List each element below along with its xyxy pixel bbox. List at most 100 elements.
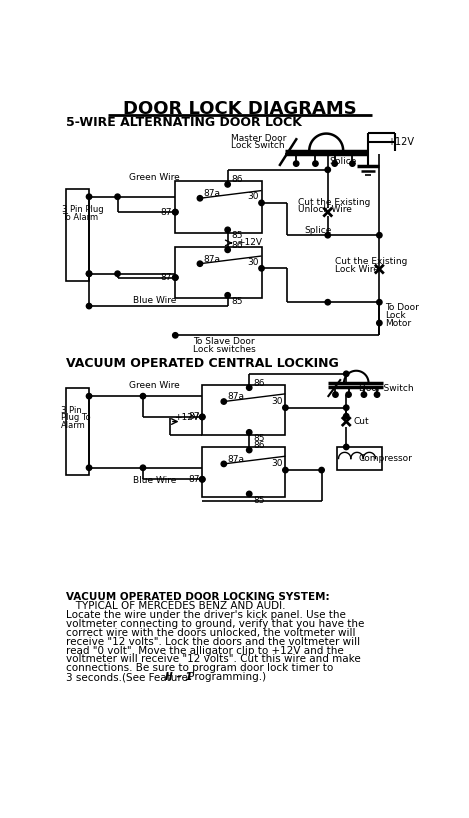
Circle shape (221, 399, 227, 404)
Circle shape (259, 200, 264, 205)
Text: 30: 30 (272, 460, 283, 469)
Circle shape (332, 161, 337, 166)
Circle shape (343, 405, 349, 411)
Circle shape (86, 465, 92, 470)
Text: 85: 85 (232, 231, 243, 240)
Circle shape (197, 196, 203, 201)
Text: Blue Wire: Blue Wire (133, 476, 176, 485)
Circle shape (173, 333, 178, 338)
Circle shape (377, 232, 382, 238)
Text: Master Door: Master Door (231, 133, 286, 142)
Text: 85: 85 (253, 496, 265, 505)
Text: correct wire with the doors unlocked, the voltmeter will: correct wire with the doors unlocked, th… (66, 628, 356, 638)
Circle shape (199, 414, 205, 420)
Text: II – 1: II – 1 (165, 672, 192, 682)
Text: +12V: +12V (237, 238, 262, 247)
Text: Programming.): Programming.) (184, 672, 265, 682)
Text: Cut the Existing: Cut the Existing (298, 198, 371, 207)
Text: Unlock Wire: Unlock Wire (298, 205, 352, 214)
Circle shape (350, 161, 355, 166)
Circle shape (283, 467, 288, 473)
Text: Alarm: Alarm (61, 421, 86, 430)
Circle shape (225, 247, 230, 253)
Circle shape (259, 266, 264, 271)
Circle shape (221, 461, 227, 466)
Circle shape (86, 194, 92, 200)
Circle shape (283, 405, 288, 411)
Circle shape (173, 275, 178, 281)
Text: To Slave Door: To Slave Door (193, 337, 255, 346)
Text: receive "12 volts". Lock the doors and the voltmeter will: receive "12 volts". Lock the doors and t… (66, 636, 360, 647)
Circle shape (140, 465, 146, 470)
Circle shape (247, 492, 252, 497)
Text: Splice: Splice (329, 157, 356, 166)
Text: connections. Be sure to program door lock timer to: connections. Be sure to program door loc… (66, 663, 333, 673)
Circle shape (325, 232, 331, 238)
Text: To Door: To Door (385, 303, 419, 312)
Text: 5-WIRE ALTERNATING DOOR LOCK: 5-WIRE ALTERNATING DOOR LOCK (66, 116, 302, 129)
Circle shape (173, 209, 178, 215)
Text: +12V: +12V (387, 137, 414, 147)
Circle shape (115, 271, 120, 276)
Text: 30: 30 (272, 397, 283, 406)
Circle shape (199, 477, 205, 482)
Circle shape (247, 447, 252, 452)
Text: VACUUM OPERATED DOOR LOCKING SYSTEM:: VACUUM OPERATED DOOR LOCKING SYSTEM: (66, 592, 330, 603)
Circle shape (325, 167, 331, 173)
Text: Plug To: Plug To (61, 413, 91, 422)
Text: Green Wire: Green Wire (129, 381, 180, 390)
Text: 87: 87 (189, 474, 200, 483)
Text: Compressor: Compressor (359, 454, 412, 463)
Circle shape (86, 393, 92, 399)
Text: Cut: Cut (354, 417, 370, 426)
Text: voltmeter connecting to ground, verify that you have the: voltmeter connecting to ground, verify t… (66, 619, 364, 629)
Text: 3 seconds.(See Feature: 3 seconds.(See Feature (66, 672, 191, 682)
Circle shape (374, 392, 380, 398)
Text: 86: 86 (253, 379, 265, 388)
Text: 87: 87 (160, 273, 171, 282)
Text: DOOR LOCK DIAGRAMS: DOOR LOCK DIAGRAMS (123, 100, 357, 118)
Text: 86: 86 (253, 441, 265, 450)
Text: 30: 30 (248, 258, 259, 267)
Text: Locate the wire under the driver's kick panel. Use the: Locate the wire under the driver's kick … (66, 610, 346, 620)
Circle shape (377, 299, 382, 305)
Text: 85: 85 (232, 297, 243, 306)
Text: 87a: 87a (204, 254, 221, 263)
Circle shape (197, 261, 203, 267)
Text: 87a: 87a (227, 455, 245, 464)
Circle shape (225, 227, 230, 232)
Circle shape (225, 293, 230, 298)
Circle shape (86, 271, 92, 276)
Circle shape (313, 161, 318, 166)
Circle shape (343, 444, 349, 450)
Text: To Alarm: To Alarm (62, 213, 98, 222)
Text: 87: 87 (189, 412, 200, 421)
Circle shape (325, 299, 331, 305)
Text: 3 Pin: 3 Pin (61, 406, 82, 415)
Text: 87: 87 (160, 208, 171, 217)
Circle shape (199, 477, 205, 482)
Text: 87a: 87a (227, 393, 245, 402)
Circle shape (225, 182, 230, 187)
Text: 87a: 87a (204, 189, 221, 198)
Text: Lock: Lock (385, 311, 405, 320)
Text: Cut the Existing: Cut the Existing (335, 257, 408, 266)
Text: read "0 volt". Move the alligator clip to +12V and the: read "0 volt". Move the alligator clip t… (66, 645, 344, 656)
Circle shape (333, 392, 338, 398)
Text: Splice: Splice (305, 226, 332, 235)
Text: Blue Wire: Blue Wire (133, 296, 176, 305)
Text: voltmeter will receive "12 volts". Cut this wire and make: voltmeter will receive "12 volts". Cut t… (66, 654, 361, 664)
Circle shape (247, 429, 252, 435)
Circle shape (361, 392, 367, 398)
Text: 86: 86 (232, 175, 243, 184)
Circle shape (319, 467, 324, 473)
Circle shape (199, 414, 205, 420)
Text: +12V: +12V (174, 413, 199, 422)
Text: Lock switches: Lock switches (193, 344, 256, 353)
Circle shape (173, 209, 178, 215)
Circle shape (346, 392, 351, 398)
Text: 30: 30 (248, 192, 259, 201)
Text: Door Switch: Door Switch (359, 384, 413, 393)
Text: Lock Wire: Lock Wire (335, 264, 379, 273)
Circle shape (377, 321, 382, 326)
